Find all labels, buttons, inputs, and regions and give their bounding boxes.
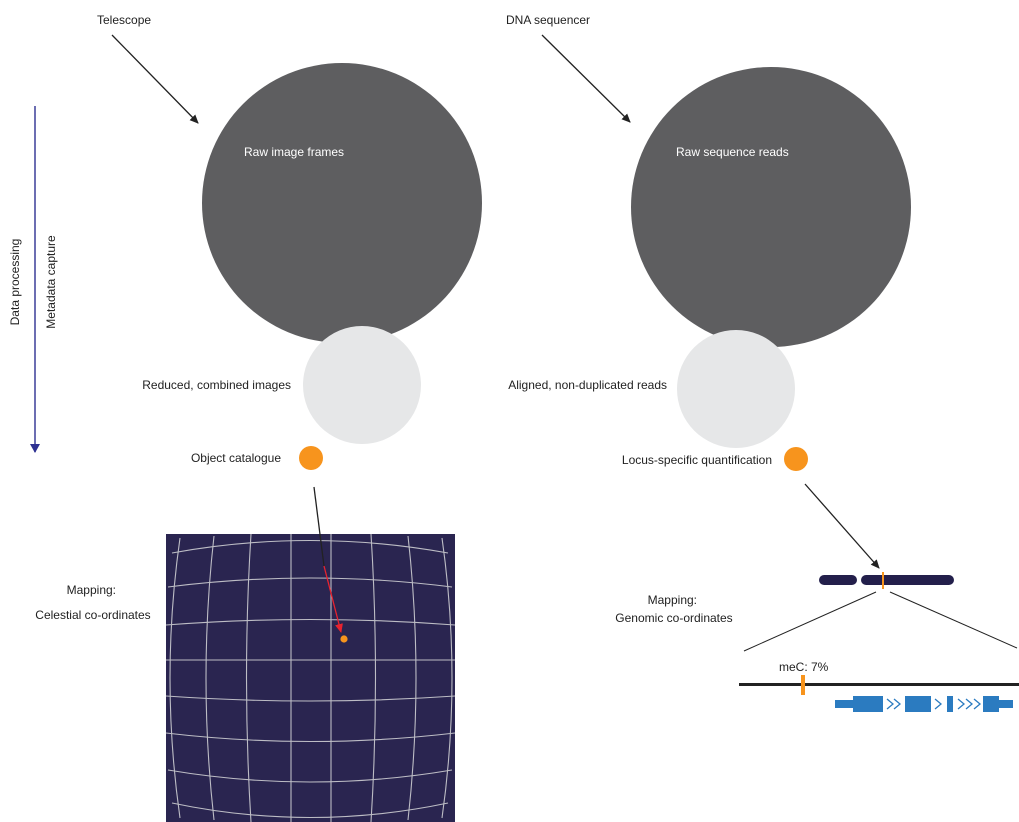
aligned-reads-label: Aligned, non-duplicated reads — [508, 378, 667, 392]
gene-model — [835, 696, 1013, 712]
telescope-label: Telescope — [97, 13, 151, 27]
catalogue-to-sky-arrow — [313, 486, 325, 567]
raw-image-frames-label: Raw image frames — [244, 145, 344, 159]
metadata-capture-label: Metadata capture — [44, 235, 58, 329]
locus-quantification-dot — [784, 447, 808, 471]
gene-exon-2 — [905, 696, 931, 712]
celestial-mapping-line1: Mapping: — [67, 583, 116, 597]
celestial-mapping-line2: Celestial co-ordinates — [35, 608, 150, 622]
raw-sequence-reads-circle — [631, 67, 911, 347]
dna-sequencer-label: DNA sequencer — [506, 13, 590, 27]
chromosome-long-arm — [861, 575, 954, 585]
gene-exon-1 — [853, 696, 883, 712]
sequencer-arrow — [541, 34, 631, 123]
genomic-mapping-line1: Mapping: — [648, 593, 697, 607]
gene-exon-3 — [947, 696, 953, 712]
methylation-label: meC: 7% — [779, 660, 829, 674]
reduced-images-label: Reduced, combined images — [142, 378, 291, 392]
genomic-mapping-line2: Genomic co-ordinates — [615, 611, 732, 625]
celestial-mapping-label: Mapping: Celestial co-ordinates — [35, 583, 150, 622]
sky-position-arrow — [323, 565, 343, 633]
intron-direction-chevrons — [886, 698, 982, 710]
methylation-site — [801, 675, 805, 695]
gene-exon-4 — [983, 696, 999, 712]
data-processing-label: Data processing — [8, 239, 22, 326]
zoom-line-right — [889, 591, 1018, 649]
dna-track — [739, 683, 1019, 686]
locus-quantification-label: Locus-specific quantification — [622, 453, 772, 467]
gene-utr-5 — [835, 700, 853, 708]
celestial-grid — [166, 534, 455, 822]
aligned-reads-circle — [677, 330, 795, 448]
raw-sequence-reads-label: Raw sequence reads — [676, 145, 789, 159]
reduced-images-circle — [303, 326, 421, 444]
telescope-arrow — [111, 34, 199, 124]
genomic-mapping-label: Mapping: Genomic co-ordinates — [615, 593, 732, 625]
gene-utr-3 — [999, 700, 1013, 708]
zoom-line-left — [743, 591, 877, 652]
quantification-to-chromosome-arrow — [804, 483, 880, 569]
chromosome-short-arm — [819, 575, 857, 585]
object-catalogue-label: Object catalogue — [191, 451, 281, 465]
raw-image-frames-circle — [202, 63, 482, 343]
object-catalogue-dot — [299, 446, 323, 470]
sky-object-dot — [340, 635, 348, 643]
